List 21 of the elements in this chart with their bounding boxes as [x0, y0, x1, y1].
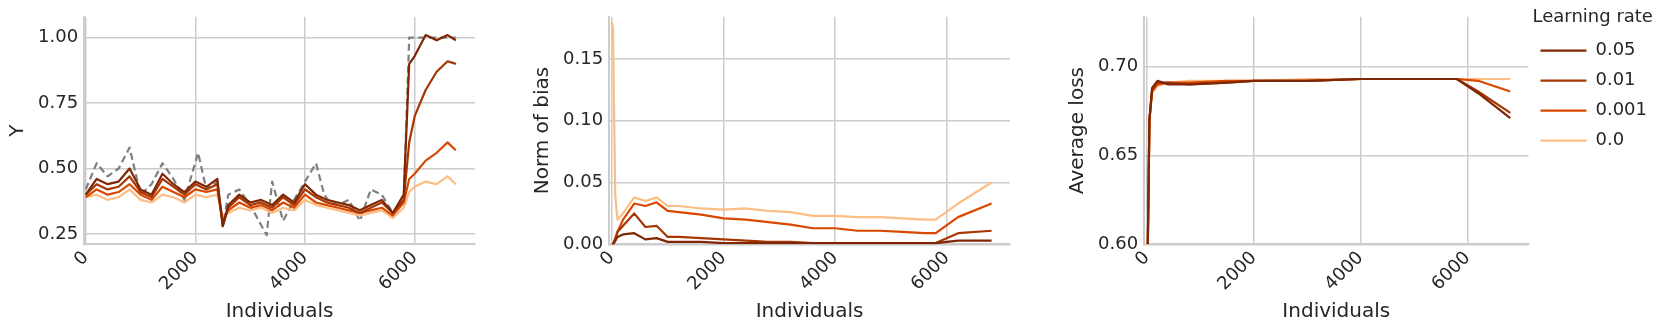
- x-axis-title: Individuals: [755, 298, 864, 323]
- y-tick-label: 1.00: [38, 25, 79, 47]
- x-axis-title: Individuals: [225, 298, 334, 323]
- x-axis-title: Individuals: [1282, 298, 1391, 323]
- legend-label: 0.001: [1595, 98, 1647, 120]
- y-tick-label: 0.65: [1098, 143, 1139, 165]
- y-axis-title: Average loss: [1064, 67, 1089, 195]
- x-tick-label: 0: [68, 246, 92, 270]
- legend-label: 0.01: [1595, 68, 1636, 90]
- y-tick-label: 0.50: [38, 156, 79, 178]
- y-axis-title: Norm of bias: [529, 66, 554, 195]
- legend-label: 0.05: [1595, 38, 1636, 60]
- y-tick-label: 0.15: [563, 46, 604, 68]
- legend-title: Learning rate: [1532, 4, 1653, 26]
- y-tick-label: 0.05: [563, 170, 604, 192]
- y-tick-label: 0.25: [38, 221, 79, 243]
- y-tick-label: 0.75: [38, 90, 79, 112]
- y-tick-label: 0.70: [1098, 54, 1139, 76]
- y-tick-label: 0.10: [563, 108, 604, 130]
- legend-label: 0.0: [1595, 128, 1625, 150]
- y-axis-title: Y: [4, 123, 29, 138]
